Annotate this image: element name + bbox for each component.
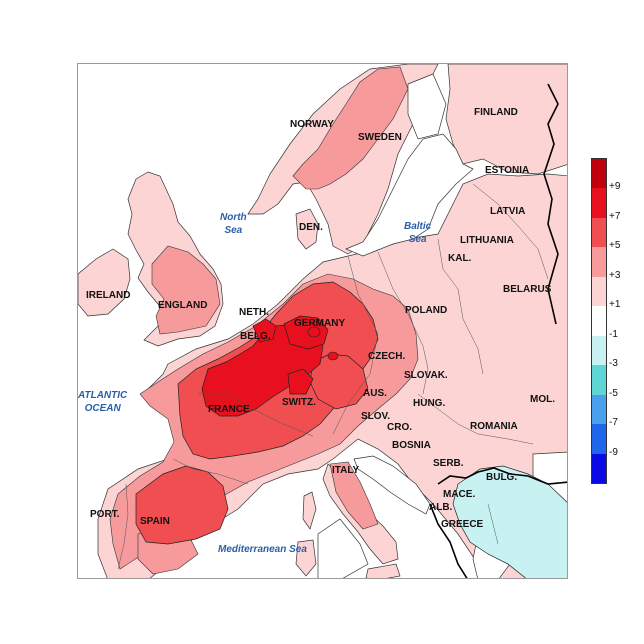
country-label-aus: AUS. [363, 388, 387, 399]
country-label-bulg: BULG. [486, 472, 518, 483]
country-label-cro: CRO. [387, 422, 412, 433]
legend-tick-label: -9 [609, 446, 618, 458]
country-label-port: PORT. [90, 509, 120, 520]
anomaly-spot-2 [327, 351, 339, 361]
legend-tick-label: +5 [609, 240, 621, 252]
anomaly-3-5-scandinavia [292, 66, 409, 190]
country-label-estonia: ESTONIA [485, 165, 530, 176]
country-label-ireland: IRELAND [86, 290, 131, 301]
country-label-lithuania: LITHUANIA [460, 235, 514, 246]
tyrrhenian-sea-shape [317, 518, 369, 578]
border-line-9 [487, 503, 499, 545]
border-line-5 [198, 393, 314, 437]
anomaly-map: NORWAY SWEDEN FINLAND ESTONIA LATVIA LIT… [77, 63, 568, 579]
border-line-1 [332, 255, 379, 435]
country-label-serb: SERB. [433, 458, 464, 469]
country-label-bosnia: BOSNIA [392, 440, 431, 451]
legend-band [592, 276, 606, 307]
border-line-4 [472, 183, 549, 280]
country-label-poland: POLAND [405, 305, 448, 316]
border-line-2 [377, 251, 429, 395]
legend-band [592, 247, 606, 278]
zero-contour-balkans [437, 467, 567, 485]
legend-tick-label: -5 [609, 387, 618, 399]
country-label-italy: ITALY [332, 465, 360, 476]
baltic-sea-shape [345, 133, 474, 257]
country-label-hung: HUNG. [413, 398, 446, 409]
corsica-shape [302, 491, 317, 530]
legend-tick-label: +1 [609, 299, 621, 311]
country-label-germany: GERMANY [294, 318, 346, 329]
border-line-7 [417, 393, 534, 445]
gulf-of-bothnia-shape [407, 73, 447, 140]
legend-band [592, 306, 606, 337]
legend-band [592, 365, 606, 396]
legend-tick-label: -1 [609, 328, 618, 340]
denmark-shape [295, 208, 319, 250]
country-label-kal: KAL. [448, 253, 472, 264]
country-label-slov: SLOV. [361, 411, 391, 422]
sea-label-north-sea: North Sea [220, 212, 247, 236]
anomaly-5-7-germany-east [309, 353, 369, 410]
anomaly-5-7-spain [135, 465, 229, 545]
anomaly-7-9-belgium [252, 318, 277, 343]
country-label-england: ENGLAND [158, 300, 208, 311]
sicily-shape [365, 563, 401, 578]
legend-band [592, 188, 606, 219]
legend-band [592, 424, 606, 455]
legend-band [592, 159, 606, 189]
legend-band [592, 335, 606, 366]
country-label-sweden: SWEDEN [358, 132, 402, 143]
country-label-spain: SPAIN [140, 516, 170, 527]
legend-tick-label: +9 [609, 181, 621, 193]
anomaly-7-9-france [201, 323, 324, 417]
anomaly-7-9-switz [287, 368, 314, 395]
sea-label-atlantic-ocean: ATLANTIC OCEAN [78, 390, 128, 414]
country-label-mace: MACE. [443, 489, 476, 500]
legend-tick-label: +3 [609, 269, 621, 281]
anomaly-7-9-germany-west [283, 315, 329, 350]
border-line-8 [117, 483, 129, 570]
country-label-switz: SWITZ. [282, 397, 316, 408]
anomaly-spot-1 [307, 326, 321, 338]
country-label-belarus: BELARUS [503, 284, 552, 295]
country-label-greece: GREECE [441, 519, 484, 530]
country-label-slovak: SLOVAK. [404, 370, 448, 381]
country-label-mol: MOL. [530, 394, 555, 405]
zero-contour-south [429, 503, 468, 578]
legend-tick-label: -3 [609, 358, 618, 370]
country-label-alb: ALB. [429, 502, 453, 513]
ireland-shape [78, 248, 131, 317]
color-scale-legend [591, 158, 607, 484]
country-label-norway: NORWAY [290, 119, 334, 130]
legend-tick-label: -7 [609, 417, 618, 429]
sea-label-mediterranean-sea: Mediterranean Sea [218, 544, 307, 555]
anomaly-3-5-britain [151, 245, 221, 335]
country-label-romania: ROMANIA [470, 421, 518, 432]
country-label-france: FRANCE [208, 404, 250, 415]
legend-band [592, 453, 606, 484]
sea-label-baltic-sea: Baltic Sea [404, 221, 432, 245]
country-label-czech: CZECH. [368, 351, 406, 362]
anomaly-3-5-italy [329, 461, 379, 530]
anomaly-cold-balkans [452, 465, 567, 578]
finland-shape [445, 64, 567, 175]
sardinia-shape [295, 539, 317, 577]
adriatic-sea-shape [353, 455, 431, 515]
country-label-den: DEN. [299, 222, 323, 233]
legend-band [592, 217, 606, 248]
legend-band [592, 394, 606, 425]
country-label-belg: BELG. [240, 331, 271, 342]
border-line-6 [172, 458, 249, 485]
country-label-latvia: LATVIA [490, 206, 526, 217]
border-line-3 [437, 238, 484, 375]
country-label-finland: FINLAND [474, 107, 518, 118]
country-label-neth: NETH. [239, 307, 269, 318]
zero-contour-east [543, 83, 559, 325]
legend-tick-label: +7 [609, 210, 621, 222]
map-drawing [78, 64, 567, 578]
